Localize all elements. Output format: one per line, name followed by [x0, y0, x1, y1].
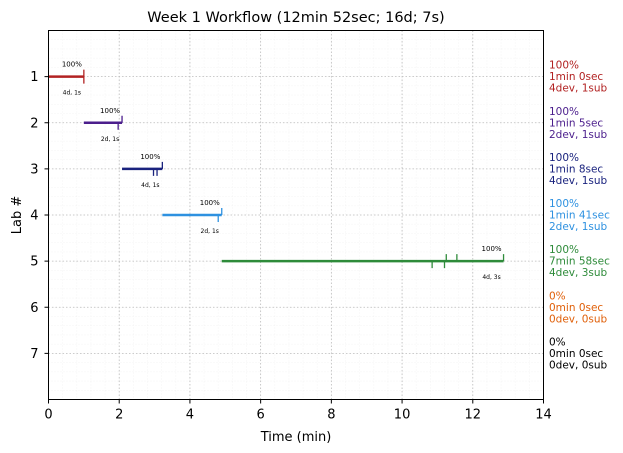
lab-1-count-label: 4d, 1s	[63, 90, 81, 97]
lab-5-count-label: 4d, 3s	[482, 274, 500, 281]
lab-7-summary-line: 0%	[549, 336, 566, 348]
lab-1-summary-line: 1min 0sec	[549, 71, 603, 83]
lab-5-summary-line: 100%	[549, 244, 579, 256]
lab-3-summary-line: 100%	[549, 152, 579, 164]
y-tick-label: 2	[30, 116, 38, 131]
lab-3-pct-label: 100%	[140, 153, 160, 161]
x-tick-label: 8	[327, 408, 335, 423]
lab-5-summary-line: 7min 58sec	[549, 256, 610, 268]
x-tick-label: 6	[257, 408, 265, 423]
x-axis-ticks: 0 2 4 6 8 10 12 14	[44, 399, 552, 423]
x-tick-label: 14	[535, 408, 552, 423]
y-axis-label: Lab #	[10, 196, 25, 235]
x-tick-label: 0	[44, 408, 52, 423]
lab-1-summary-line: 4dev, 1sub	[549, 83, 608, 95]
x-tick-label: 2	[115, 408, 123, 423]
lab-2-summary-line: 100%	[549, 106, 579, 118]
lab-3-summary-line: 1min 8sec	[549, 163, 603, 175]
lab-2-summary-line: 1min 5sec	[549, 117, 603, 129]
lab-6-summary-line: 0dev, 0sub	[549, 313, 608, 325]
lab-2-count-label: 2d, 1s	[101, 136, 119, 143]
y-tick-label: 4	[30, 209, 38, 224]
y-axis-ticks: 1 2 3 4 5 6 7	[30, 70, 49, 362]
lab-4-pct-label: 100%	[200, 199, 220, 207]
lab-6-summary-line: 0min 0sec	[549, 302, 603, 314]
lab-4-count-label: 2d, 1s	[201, 228, 219, 235]
lab-6-summary-line: 0%	[549, 290, 566, 302]
lab-1-summary-line: 100%	[549, 60, 579, 72]
lab-5-summary-line: 4dev, 3sub	[549, 267, 608, 279]
x-tick-label: 4	[186, 408, 194, 423]
y-tick-label: 6	[30, 301, 38, 316]
lab-marks: 100% 4d, 1s 100% 2d, 1s 100% 4d, 1s 100% 2d, 1s…	[48, 61, 505, 281]
lab-4-summary-line: 1min 41sec	[549, 210, 610, 222]
lab-4-summary-line: 2dev, 1sub	[549, 221, 608, 233]
x-tick-label: 10	[394, 408, 411, 423]
y-tick-label: 5	[30, 255, 38, 270]
x-tick-label: 12	[465, 408, 482, 423]
lab-2-summary-line: 2dev, 1sub	[549, 129, 608, 141]
lab-3-count-label: 4d, 1s	[141, 182, 159, 189]
lab-3-summary-line: 4dev, 1sub	[549, 175, 608, 187]
lab-5-pct-label: 100%	[482, 245, 502, 253]
lab-4-summary-line: 100%	[549, 198, 579, 210]
y-tick-label: 7	[30, 347, 38, 362]
y-tick-label: 1	[30, 70, 38, 85]
y-tick-label: 3	[30, 162, 38, 177]
lab-1-pct-label: 100%	[62, 61, 82, 69]
lab-2-pct-label: 100%	[100, 107, 120, 115]
lab-7-summary-line: 0dev, 0sub	[549, 359, 608, 371]
lab-7-summary-line: 0min 0sec	[549, 348, 603, 360]
x-axis-label: Time (min)	[260, 430, 332, 445]
chart-title: Week 1 Workflow (12min 52sec; 16d; 7s)	[147, 10, 444, 26]
